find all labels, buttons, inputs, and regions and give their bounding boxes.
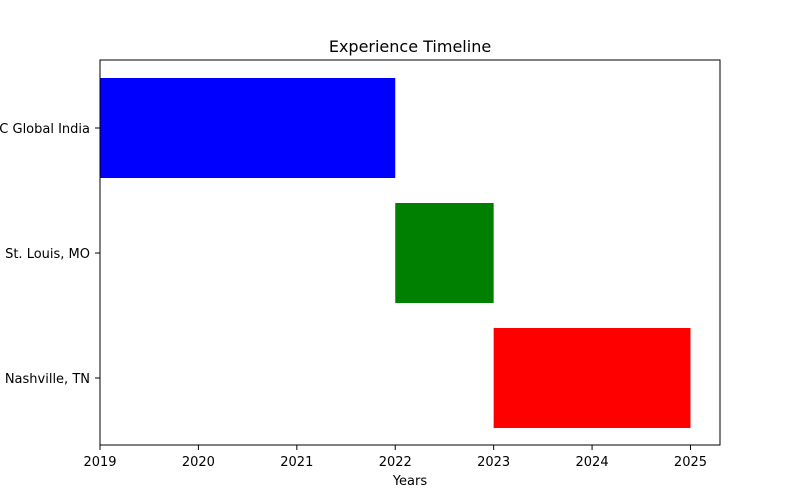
x-tick-label: 2019 bbox=[83, 455, 116, 470]
y-axis: C Global India St. Louis, MO Nashville, TN bbox=[0, 122, 100, 387]
y-tick-label: St. Louis, MO bbox=[5, 247, 90, 262]
bar-2 bbox=[395, 203, 494, 303]
x-tick-label: 2025 bbox=[674, 455, 707, 470]
y-tick-label: Nashville, TN bbox=[5, 372, 90, 387]
x-tick-label: 2022 bbox=[379, 455, 412, 470]
chart-title: Experience Timeline bbox=[329, 37, 491, 56]
y-tick-label: C Global India bbox=[0, 122, 90, 137]
x-tick-label: 2020 bbox=[182, 455, 215, 470]
bar-3 bbox=[493, 328, 691, 428]
x-tick-label: 2023 bbox=[477, 455, 510, 470]
x-tick-label: 2024 bbox=[576, 455, 609, 470]
bars-layer bbox=[100, 78, 691, 428]
x-axis-label: Years bbox=[392, 474, 428, 489]
x-tick-label: 2021 bbox=[280, 455, 313, 470]
x-axis: 2019 2020 2021 2022 2023 2024 2025 bbox=[83, 445, 707, 470]
bar-1 bbox=[100, 78, 396, 178]
